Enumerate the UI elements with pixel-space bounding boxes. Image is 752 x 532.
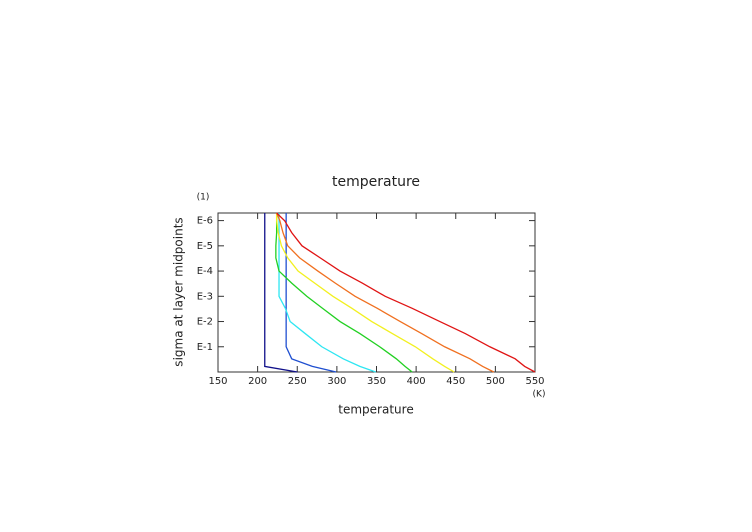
chart-title: temperature (332, 174, 420, 190)
y-axis-label: sigma at layer midpoints (172, 217, 186, 366)
profile-line (276, 212, 536, 373)
x-tick-label: 250 (288, 376, 307, 387)
x-unit: (K) (533, 390, 546, 400)
x-tick-label: 150 (208, 376, 227, 387)
y-unit: (1) (197, 193, 210, 203)
profile-line (275, 213, 455, 373)
x-tick-label: 450 (446, 376, 465, 387)
x-axis-label: temperature (338, 403, 413, 417)
x-tick-label: 550 (525, 376, 544, 387)
x-tick-label: 500 (486, 376, 505, 387)
profile-line (276, 212, 495, 373)
profile-line (285, 213, 337, 373)
y-tick-label: E-4 (197, 266, 213, 277)
profile-line (264, 213, 298, 373)
x-tick-label: 350 (367, 376, 386, 387)
y-tick-label: E-1 (197, 342, 213, 353)
y-tick-label: E-6 (197, 216, 213, 227)
x-tick-label: 400 (407, 376, 426, 387)
x-tick-label: 300 (327, 376, 346, 387)
plot-frame (217, 212, 536, 373)
y-tick-label: E-2 (197, 317, 213, 328)
y-tick-label: E-5 (197, 241, 213, 252)
x-tick-label: 200 (248, 376, 267, 387)
y-tick-label: E-3 (197, 291, 213, 302)
profile-line (275, 213, 413, 373)
